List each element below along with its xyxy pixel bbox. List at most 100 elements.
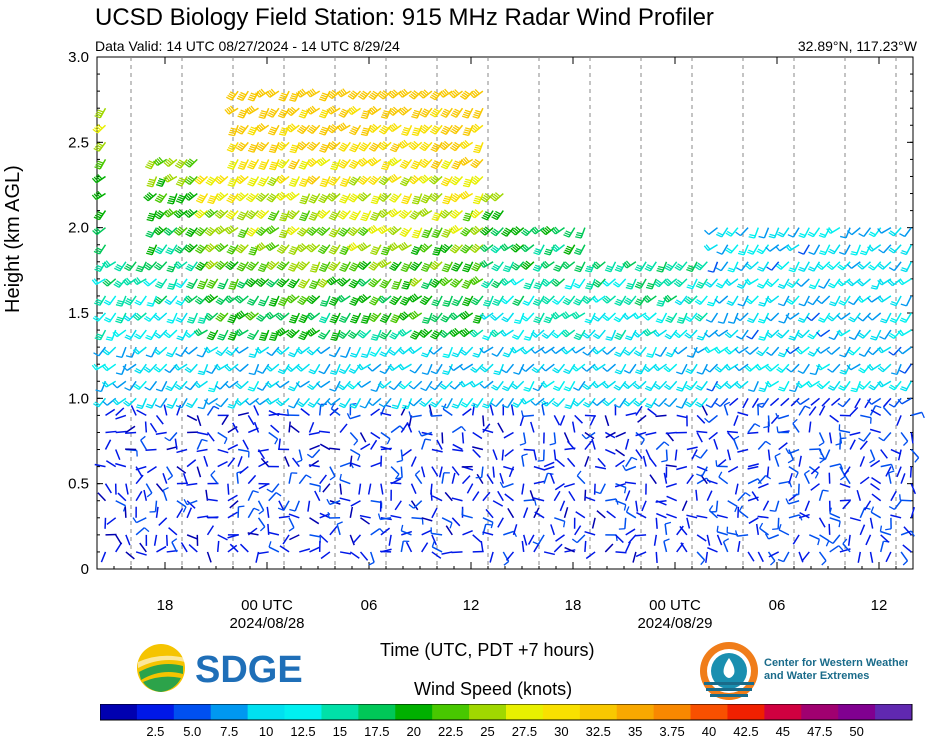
wind-barb (253, 405, 260, 416)
wind-barb (306, 226, 321, 236)
wind-barb (431, 541, 443, 553)
wind-barb (625, 412, 637, 417)
wind-barb (472, 312, 484, 324)
wind-barb (277, 107, 290, 119)
wind-barb (543, 312, 555, 324)
wind-barb (93, 210, 107, 221)
wind-barb (710, 500, 719, 513)
wind-barb (674, 261, 688, 271)
wind-barb (462, 176, 474, 188)
wind-barb (765, 363, 780, 372)
wind-barb (810, 466, 821, 475)
wind-barb (288, 176, 300, 188)
wind-barb (337, 380, 351, 391)
wind-barb (553, 261, 566, 272)
wind-barb (410, 456, 417, 467)
wind-barb (533, 497, 545, 502)
wind-barb (775, 412, 790, 420)
wind-barb (124, 380, 137, 391)
plot-frame (96, 56, 914, 570)
wind-barb (338, 141, 351, 152)
wind-barb (450, 107, 464, 118)
wind-barb (826, 227, 841, 234)
wind-barb (625, 278, 637, 290)
wind-barb (420, 261, 433, 273)
wind-barb (479, 312, 494, 320)
wind-barb (716, 534, 723, 546)
wind-barb (307, 397, 321, 408)
wind-barb (899, 227, 912, 238)
wind-barb (155, 380, 168, 392)
wind-barb (428, 175, 443, 185)
wind-barb (676, 525, 684, 536)
wind-barb (451, 346, 464, 358)
wind-barb (194, 209, 209, 219)
wind-barb (772, 517, 780, 530)
wind-barb (795, 397, 810, 406)
wind-barb (421, 312, 433, 324)
wind-barb (225, 210, 239, 220)
wind-barb (449, 278, 464, 288)
wind-barb (287, 380, 300, 392)
wind-barb (584, 489, 587, 501)
wind-barb (715, 460, 728, 468)
wind-barb (439, 243, 453, 254)
wind-barb (320, 551, 331, 560)
wind-barb (795, 380, 810, 389)
wind-barb (605, 329, 617, 341)
wind-barb (184, 329, 198, 338)
wind-barb (338, 107, 351, 118)
wind-barb (684, 380, 698, 391)
wind-barb (469, 89, 484, 99)
wind-barb (370, 244, 382, 256)
wind-barb (491, 346, 504, 357)
wind-barb (726, 449, 732, 461)
wind-barb (564, 278, 576, 290)
wind-barb (614, 346, 627, 358)
wind-barb (173, 208, 188, 219)
wind-barb (285, 294, 300, 304)
wind-barb (532, 261, 545, 272)
wind-barb (275, 327, 290, 337)
wind-barb (346, 242, 361, 252)
wind-barb (451, 472, 456, 484)
wind-barb (734, 363, 749, 372)
colorbar-swatch (727, 704, 765, 720)
wind-barb (319, 474, 327, 485)
wind-barb (448, 327, 463, 338)
wind-barb (167, 278, 178, 290)
colorbar-swatch (542, 704, 581, 720)
wind-barb (910, 449, 920, 463)
wind-barb (156, 176, 168, 188)
wind-barb (745, 295, 759, 305)
wind-barb (768, 227, 780, 239)
wind-barb (143, 261, 158, 271)
wind-barb (571, 311, 586, 320)
wind-barb (531, 363, 545, 374)
wind-barb (533, 465, 545, 471)
wind-barb (216, 540, 220, 553)
wind-barb (94, 329, 107, 341)
wind-barb (296, 227, 311, 237)
wind-barb (430, 363, 443, 375)
wind-barb (186, 500, 196, 509)
wind-barb (623, 295, 637, 306)
wind-barb (421, 517, 433, 522)
wind-barb (317, 278, 331, 288)
x-tick-label: 12 (463, 597, 480, 614)
wind-barb (173, 226, 188, 236)
wind-barb (369, 346, 382, 357)
wind-barb (182, 472, 188, 484)
wind-barb (257, 500, 265, 515)
wind-barb (256, 141, 270, 152)
wind-barb (686, 261, 698, 273)
wind-barb (561, 329, 576, 338)
wind-barb (420, 438, 432, 450)
wind-barb (267, 210, 280, 221)
wind-barb (418, 243, 433, 253)
wind-barb (103, 312, 117, 323)
wind-barb (102, 278, 117, 287)
wind-barb (652, 363, 667, 372)
wind-barb (777, 295, 790, 307)
wind-barb (176, 329, 188, 341)
